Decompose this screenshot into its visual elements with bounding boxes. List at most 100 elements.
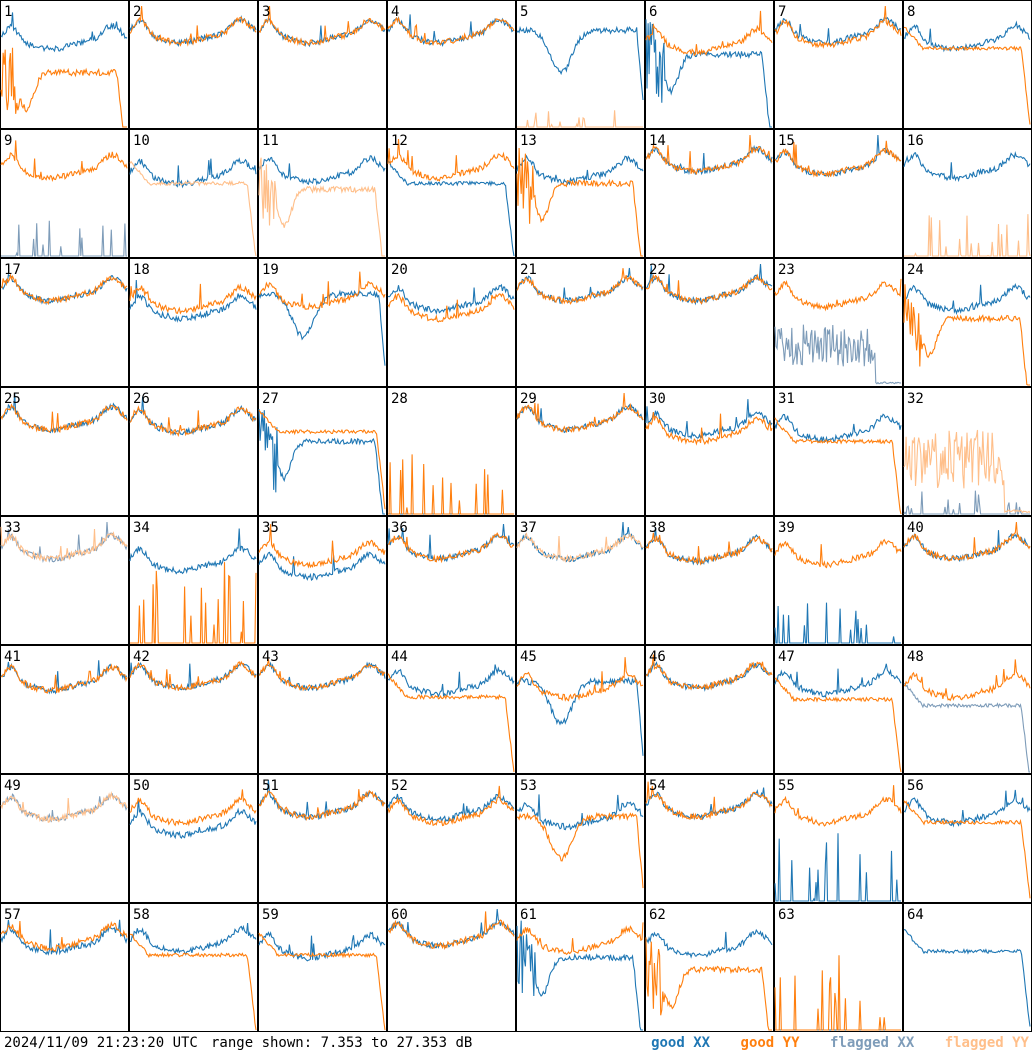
panel-frame: [0, 258, 129, 387]
panel-label: 51: [262, 778, 279, 794]
series-yy-good: [516, 811, 644, 889]
series-yy-good: [0, 663, 128, 694]
legend-good-yy: good YY: [740, 1035, 800, 1051]
panel-25: 25: [0, 387, 129, 516]
series-xx-good: [774, 413, 902, 444]
series-xx-good: [774, 833, 901, 902]
series-yy-good: [903, 800, 1031, 899]
series-yy-good: [645, 532, 773, 566]
series-yy-good: [903, 284, 1030, 386]
panel-frame: [645, 645, 774, 774]
panel-59: 59: [258, 903, 387, 1032]
panel-frame: [129, 129, 258, 258]
panel-16: 16: [903, 129, 1032, 258]
series-yy-flagged: [904, 214, 1031, 257]
series-yy-flagged: [517, 110, 643, 128]
panel-37: 37: [516, 516, 645, 645]
series-yy-good: [903, 26, 1031, 125]
panel-label: 26: [133, 391, 150, 407]
panel-62: 62: [645, 903, 774, 1032]
panel-label: 55: [778, 778, 795, 794]
series-yy-good: [387, 532, 515, 564]
panel-label: 64: [907, 907, 924, 923]
panel-label: 4: [391, 4, 399, 20]
panel-43: 43: [258, 645, 387, 774]
series-yy-flagged: [0, 526, 128, 562]
legend-flagged-xx: flagged XX: [829, 1035, 915, 1051]
series-yy-good: [645, 412, 773, 446]
series-yy-good: [645, 654, 773, 691]
panel-6: 6: [645, 0, 774, 129]
series-yy-good: [645, 273, 773, 305]
footer: 2024/11/09 21:23:20 UTC range shown: 7.3…: [0, 1033, 1033, 1053]
panel-frame: [516, 645, 645, 774]
panel-22: 22: [645, 258, 774, 387]
panel-frame: [129, 258, 258, 387]
panel-frame: [129, 387, 258, 516]
series-yy-good: [258, 789, 386, 821]
series-yy-good: [516, 922, 644, 956]
series-yy-good: [904, 659, 1031, 702]
series-yy-good: [258, 524, 386, 569]
series-yy-good: [774, 538, 902, 569]
series-yy-good: [774, 955, 901, 1031]
panel-frame: [258, 387, 387, 516]
panel-frame: [387, 774, 516, 903]
series-yy-good: [0, 47, 127, 128]
panel-frame: [903, 516, 1032, 645]
panel-label: 49: [4, 778, 21, 794]
panel-12: 12: [387, 129, 516, 258]
series-yy-good: [129, 933, 257, 1031]
panel-64: 64: [903, 903, 1032, 1032]
panel-label: 42: [133, 649, 150, 665]
series-yy-good: [774, 417, 902, 515]
series-xx-good: [516, 25, 644, 101]
panel-2: 2: [129, 0, 258, 129]
series-xx-good: [0, 919, 128, 956]
panel-label: 45: [520, 649, 537, 665]
panel-51: 51: [258, 774, 387, 903]
panel-31: 31: [774, 387, 903, 516]
panel-frame: [129, 774, 258, 903]
series-yy-good: [129, 405, 257, 437]
series-yy-good: [645, 134, 773, 176]
panel-label: 6: [649, 4, 657, 20]
series-yy-good: [0, 273, 128, 306]
series-yy-good: [387, 911, 515, 951]
timestamp: 2024/11/09 21:23:20 UTC: [4, 1035, 198, 1051]
series-yy-good: [258, 5, 386, 47]
series-yy-good: [774, 677, 902, 773]
series-xx-good: [904, 929, 1031, 1027]
range-readout: range shown: 7.353 to 27.353 dB: [211, 1035, 472, 1051]
panel-10: 10: [129, 129, 258, 258]
panel-frame: [258, 258, 387, 387]
panel-frame: [516, 258, 645, 387]
panel-label: 54: [649, 778, 666, 794]
panel-frame: [903, 0, 1032, 129]
panel-38: 38: [645, 516, 774, 645]
panel-label: 48: [907, 649, 924, 665]
series-yy-good: [258, 932, 386, 1031]
panel-frame: [129, 903, 258, 1032]
panel-24: 24: [903, 258, 1032, 387]
panel-label: 22: [649, 262, 666, 278]
panel-8: 8: [903, 0, 1032, 129]
panel-label: 14: [649, 133, 666, 149]
panel-label: 59: [262, 907, 279, 923]
series-yy-good: [0, 403, 128, 434]
series-yy-good: [516, 147, 643, 257]
series-yy-good: [387, 292, 515, 323]
series-yy-good: [0, 920, 128, 952]
panel-label: 35: [262, 520, 279, 536]
panel-frame: [645, 258, 774, 387]
legend: good XX good YY flagged XX flagged YY: [629, 1035, 1029, 1051]
series-yy-good: [129, 660, 257, 691]
series-xx-good: [645, 19, 772, 128]
series-xx-flagged: [774, 324, 902, 385]
panel-label: 32: [907, 391, 924, 407]
panel-21: 21: [516, 258, 645, 387]
panel-7: 7: [774, 0, 903, 129]
series-xx-good: [387, 160, 515, 257]
series-xx-flagged: [903, 682, 1030, 773]
legend-flagged-yy: flagged YY: [944, 1035, 1029, 1051]
